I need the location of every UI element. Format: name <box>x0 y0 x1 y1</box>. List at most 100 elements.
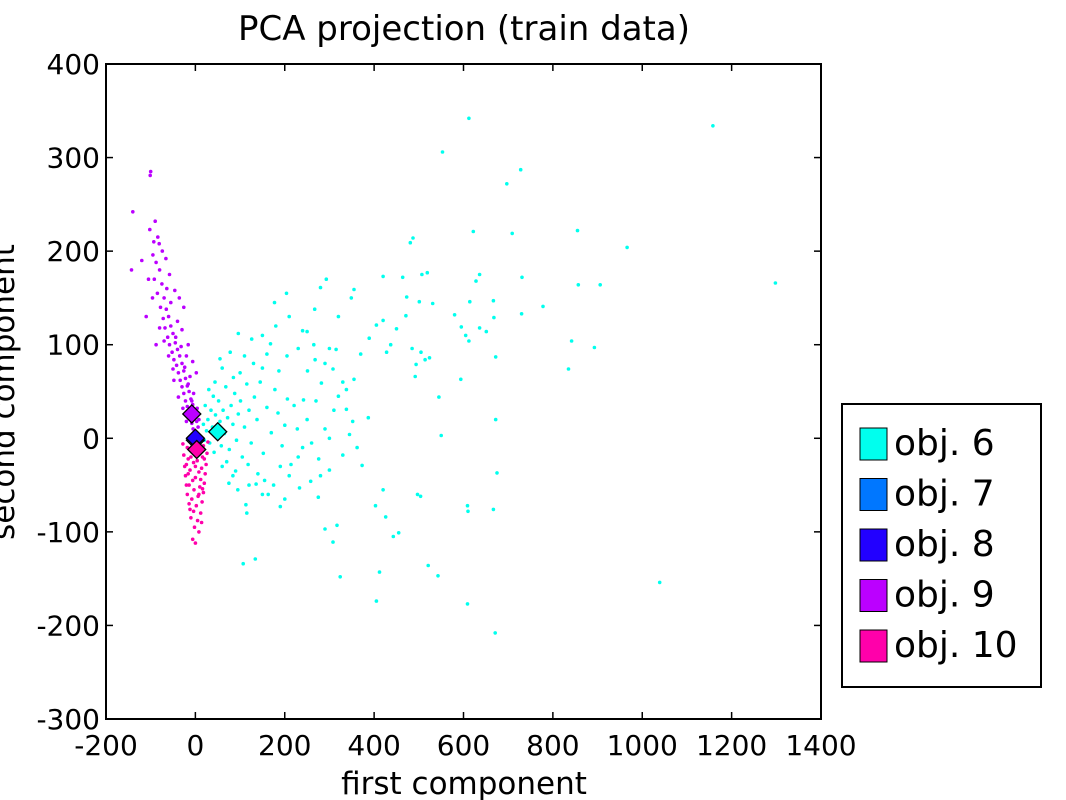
data-point <box>167 342 172 347</box>
data-point <box>182 453 186 457</box>
data-point <box>260 366 265 370</box>
data-point <box>269 430 274 435</box>
data-point <box>173 335 178 340</box>
points-layer <box>129 116 778 635</box>
data-point <box>192 488 196 492</box>
data-point <box>287 473 292 478</box>
data-point <box>129 268 134 272</box>
data-point <box>576 283 581 287</box>
data-point <box>420 272 424 277</box>
legend: obj. 6 obj. 7 obj. 8 obj. 9 obj. 10 <box>841 403 1042 688</box>
data-point <box>176 371 181 375</box>
data-point <box>426 563 431 568</box>
data-point <box>193 464 198 469</box>
data-point <box>384 350 389 355</box>
data-point <box>491 298 496 303</box>
legend-label: obj. 8 <box>894 524 995 565</box>
data-point <box>425 270 430 275</box>
data-point <box>413 374 418 379</box>
data-point <box>144 314 148 319</box>
x-tick-label: 400 <box>347 729 400 762</box>
data-point <box>331 540 335 544</box>
data-point <box>224 459 229 464</box>
data-point <box>305 329 309 334</box>
data-point <box>268 342 273 346</box>
x-tick-label: 1400 <box>785 729 856 762</box>
data-point <box>184 483 189 487</box>
data-point <box>408 240 413 245</box>
data-point <box>283 423 287 428</box>
data-point <box>323 527 327 531</box>
data-point <box>211 394 216 399</box>
data-point <box>319 381 324 385</box>
data-point <box>388 342 393 347</box>
data-point <box>219 444 224 448</box>
data-point <box>232 391 237 396</box>
data-point <box>505 182 509 186</box>
data-point <box>246 462 250 467</box>
data-point <box>177 354 182 358</box>
data-point <box>625 245 629 250</box>
data-point <box>166 314 171 319</box>
data-point <box>350 419 355 424</box>
data-point <box>324 277 329 282</box>
data-point <box>569 339 574 343</box>
data-point <box>148 173 152 178</box>
series-0 <box>201 116 778 635</box>
data-point <box>148 169 153 174</box>
centroid-marker <box>207 421 228 442</box>
data-point <box>192 525 197 529</box>
data-point <box>191 460 196 465</box>
data-point <box>327 346 332 351</box>
data-point <box>197 530 201 534</box>
data-point <box>467 116 471 121</box>
data-point <box>182 369 186 373</box>
y-axis-label: second component <box>0 244 22 540</box>
data-point <box>249 337 254 341</box>
data-point <box>366 415 371 420</box>
data-point <box>224 385 228 389</box>
data-point <box>240 455 245 459</box>
data-point <box>207 387 211 392</box>
data-point <box>157 268 162 272</box>
data-point <box>218 419 222 424</box>
centroid-marker <box>181 404 202 424</box>
data-point <box>213 380 217 384</box>
y-tick-label: -200 <box>36 609 100 642</box>
data-point <box>334 347 338 352</box>
x-tick-label: 1200 <box>696 729 767 762</box>
data-point <box>146 277 151 282</box>
data-point <box>228 350 232 355</box>
data-point <box>199 520 204 525</box>
data-point <box>316 457 321 461</box>
y-tick-label: -100 <box>36 516 100 549</box>
data-point <box>437 395 441 399</box>
data-point <box>175 347 180 352</box>
data-point <box>178 378 182 383</box>
data-point <box>164 307 169 312</box>
data-point <box>374 599 379 603</box>
centroid-marker <box>186 439 207 460</box>
data-point <box>271 483 276 487</box>
data-point <box>247 483 251 487</box>
data-point <box>238 399 243 403</box>
data-point <box>404 313 408 318</box>
data-point <box>285 397 290 401</box>
data-point <box>187 483 191 487</box>
data-point <box>165 335 170 340</box>
data-point <box>180 385 184 389</box>
data-point <box>169 324 173 328</box>
data-point <box>186 472 190 476</box>
data-point <box>197 492 201 497</box>
data-point <box>318 285 323 290</box>
data-point <box>260 492 265 497</box>
legend-label: obj. 9 <box>894 575 995 616</box>
data-point <box>266 492 271 497</box>
data-point <box>197 470 201 474</box>
data-point <box>189 455 193 459</box>
data-point <box>182 305 186 310</box>
data-point <box>181 442 185 446</box>
data-point <box>174 363 179 368</box>
data-point <box>493 631 498 635</box>
